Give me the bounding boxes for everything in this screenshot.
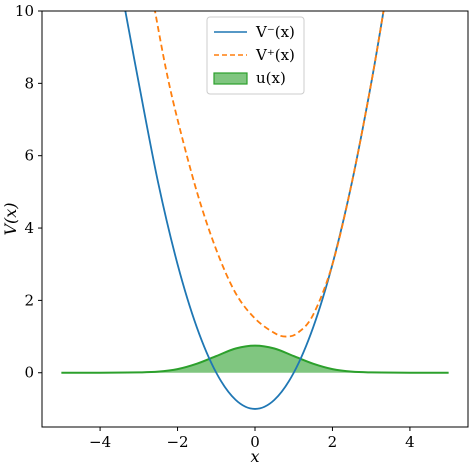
x-tick-label: −4 — [89, 433, 111, 451]
y-tick-label: 6 — [24, 147, 34, 165]
legend: V⁻(x) V⁺(x) u(x) — [206, 16, 305, 95]
legend-label-v-minus: V⁻(x) — [255, 23, 295, 41]
series-area-u-outline — [61, 344, 449, 374]
y-axis-label: V(x) — [1, 202, 20, 235]
ticks: −4 −2 0 2 4 0 2 4 6 8 10 — [15, 2, 415, 451]
x-tick-label: 0 — [250, 433, 260, 451]
legend-label-v-plus: V⁺(x) — [255, 46, 295, 64]
x-tick-label: 4 — [405, 433, 415, 451]
plot-area — [61, 11, 449, 410]
y-tick-label: 4 — [24, 219, 34, 237]
legend-label-u: u(x) — [256, 69, 286, 87]
legend-handle-u — [213, 72, 248, 85]
series-area-u — [61, 345, 449, 373]
x-tick-label: −2 — [166, 433, 188, 451]
x-tick-label: 2 — [328, 433, 338, 451]
y-tick-label: 2 — [24, 291, 34, 309]
y-tick-label: 10 — [15, 2, 34, 20]
y-tick-label: 0 — [24, 364, 34, 382]
x-axis-label: x — [250, 447, 259, 466]
series-line-v-plus — [154, 11, 385, 338]
y-tick-label: 8 — [24, 74, 34, 92]
